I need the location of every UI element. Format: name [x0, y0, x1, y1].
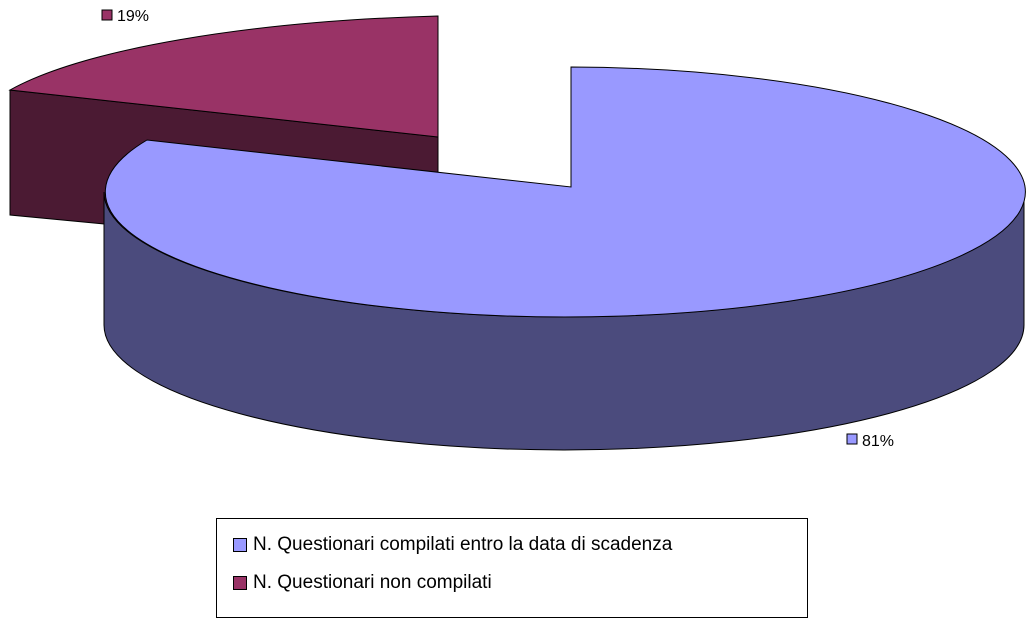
pie-slice-compilati [103, 66, 1026, 451]
legend-item-compilati: N. Questionari compilati entro la data d… [233, 533, 672, 557]
legend-label-compilati: N. Questionari compilati entro la data d… [253, 534, 673, 555]
pie-slice-non-compilati-top [8, 15, 439, 138]
legend-swatch-non-compilati [233, 576, 247, 590]
legend-swatch-compilati [233, 538, 247, 552]
legend: N. Questionari compilati entro la data d… [216, 518, 808, 618]
data-label-81-swatch [846, 433, 858, 445]
pie-slice-compilati-top [104, 66, 1026, 318]
data-label-81: 81% [846, 433, 894, 450]
legend-item-non-compilati: N. Questionari non compilati [233, 571, 492, 595]
pie-chart: 19% 81% [8, 8, 1026, 451]
legend-label-non-compilati: N. Questionari non compilati [253, 572, 492, 593]
data-label-19: 19% [101, 8, 149, 25]
data-label-19-text: 19% [117, 8, 149, 25]
data-label-81-text: 81% [862, 433, 894, 450]
data-label-19-swatch [101, 9, 113, 21]
